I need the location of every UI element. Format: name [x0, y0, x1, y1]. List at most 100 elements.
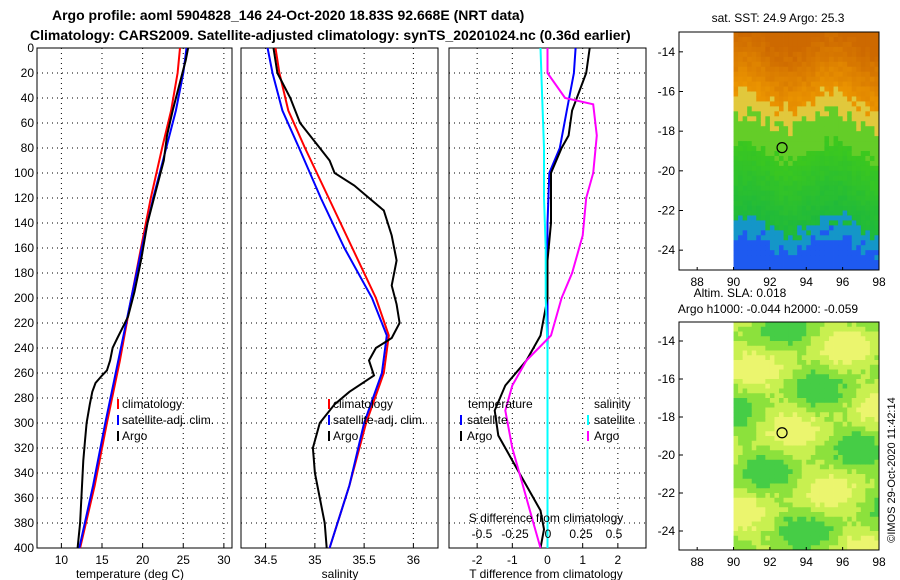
map-cell — [738, 136, 744, 142]
map-cell — [747, 336, 753, 342]
map-cell — [783, 455, 789, 461]
map-cell — [842, 200, 848, 206]
map-cell — [788, 440, 794, 446]
map-cell — [829, 180, 834, 187]
map-cell — [788, 464, 794, 470]
map-cell — [869, 521, 875, 527]
map-cell — [765, 459, 771, 465]
map-cell — [779, 407, 784, 413]
map-cell — [769, 165, 775, 172]
map-cell — [860, 374, 866, 380]
map-cell — [779, 136, 784, 142]
map-cell — [756, 81, 762, 87]
map-cell — [801, 136, 807, 142]
map-cell — [733, 459, 739, 465]
map-cell — [742, 364, 748, 370]
map-cell — [760, 121, 766, 127]
map-cell — [869, 81, 875, 87]
map-cell — [824, 483, 830, 489]
map-cell — [774, 210, 780, 216]
map-cell — [824, 521, 830, 527]
map-cell — [824, 369, 830, 375]
map-cell — [801, 240, 807, 246]
map-cell — [842, 155, 848, 162]
map-cell — [847, 151, 853, 157]
map-cell — [779, 121, 784, 127]
map-cell — [860, 526, 866, 532]
map-cell — [769, 116, 775, 122]
map-cell — [865, 488, 871, 494]
map-cell — [810, 341, 816, 347]
map-cell — [824, 36, 830, 43]
map-cell — [810, 190, 816, 197]
map-cell — [851, 545, 857, 551]
map-cell — [860, 126, 866, 132]
map-cell — [847, 540, 853, 546]
map-cell — [869, 398, 875, 404]
map-cell — [783, 336, 789, 342]
map-cell — [815, 250, 821, 256]
map-cell — [869, 106, 875, 112]
map-cell — [815, 240, 821, 246]
map-cell — [792, 526, 798, 532]
map-cell — [769, 250, 775, 256]
map-cell — [806, 436, 812, 442]
map-cell — [756, 388, 762, 394]
map-cell — [806, 374, 812, 380]
lon-tick-label: 96 — [836, 555, 850, 569]
map-cell — [806, 111, 812, 117]
map-cell — [815, 101, 821, 107]
lat-tick-label: -18 — [658, 410, 676, 424]
map-cell — [856, 175, 862, 182]
map-cell — [865, 417, 871, 423]
map-cell — [815, 431, 821, 437]
map-cell — [751, 225, 757, 231]
map-cell — [769, 507, 775, 513]
map-cell — [779, 155, 784, 162]
map-cell — [779, 175, 784, 182]
map-cell — [769, 175, 775, 182]
map-cell — [747, 398, 753, 404]
map-cell — [842, 388, 848, 394]
map-cell — [738, 531, 744, 537]
map-cell — [801, 32, 807, 38]
map-cell — [842, 393, 848, 399]
map-cell — [756, 66, 762, 73]
map-cell — [833, 136, 839, 142]
map-cell — [783, 250, 789, 256]
map-cell — [815, 497, 821, 503]
map-cell — [810, 111, 816, 117]
map-cell — [810, 464, 816, 470]
map-cell — [860, 383, 866, 389]
map-cell — [847, 121, 853, 127]
map-cell — [760, 230, 766, 236]
map-cell — [856, 412, 862, 418]
map-cell — [756, 151, 762, 157]
map-cell — [847, 350, 853, 356]
map-cell — [797, 126, 803, 132]
map-cell — [869, 407, 875, 413]
map-cell — [824, 426, 830, 432]
map-cell — [733, 388, 739, 394]
map-cell — [769, 459, 775, 465]
map-cell — [738, 521, 744, 527]
map-cell — [769, 383, 775, 389]
map-cell — [865, 32, 871, 38]
map-cell — [842, 160, 848, 167]
map-cell — [851, 412, 857, 418]
map-cell — [733, 374, 739, 380]
map-cell — [815, 459, 821, 465]
map-cell — [751, 426, 757, 432]
map-cell — [833, 245, 839, 251]
map-cell — [788, 240, 794, 246]
map-cell — [851, 235, 857, 241]
lat-tick-label: -16 — [658, 372, 676, 386]
map-cell — [788, 170, 794, 177]
map-cell — [797, 364, 803, 370]
map-cell — [838, 265, 844, 271]
map-cell — [838, 151, 844, 157]
map-cell — [869, 220, 875, 226]
map-cell — [769, 483, 775, 489]
map-cell — [801, 121, 807, 127]
map-cell — [842, 531, 848, 537]
